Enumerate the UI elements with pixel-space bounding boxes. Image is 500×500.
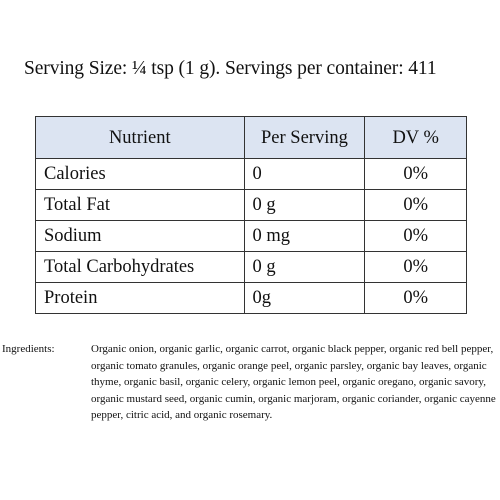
table-header-row: Nutrient Per Serving DV % [35, 116, 467, 159]
table-row: Sodium 0 mg 0% [35, 220, 467, 252]
per-serving-value: 0 mg [243, 220, 366, 252]
nutrition-table: Nutrient Per Serving DV % Calories 0 0% … [35, 116, 467, 314]
nutrient-name: Sodium [35, 220, 245, 252]
header-nutrient: Nutrient [35, 116, 245, 159]
table-row: Calories 0 0% [35, 158, 467, 190]
dv-value: 0% [364, 251, 467, 283]
table-row: Total Fat 0 g 0% [35, 189, 467, 221]
dv-value: 0% [364, 189, 467, 221]
dv-value: 0% [364, 220, 467, 252]
ingredients-text: Organic onion, organic garlic, organic c… [91, 343, 496, 421]
per-serving-value: 0g [243, 282, 366, 314]
per-serving-value: 0 g [243, 189, 366, 221]
table-row: Total Carbohydrates 0 g 0% [35, 251, 467, 283]
nutrient-name: Protein [35, 282, 245, 314]
serving-size-line: Serving Size: ¼ tsp (1 g). Servings per … [24, 58, 437, 79]
nutrient-name: Total Carbohydrates [35, 251, 245, 283]
ingredients-label: Ingredients: [2, 343, 55, 355]
header-per-serving: Per Serving [243, 116, 366, 159]
per-serving-value: 0 g [243, 251, 366, 283]
dv-value: 0% [364, 158, 467, 190]
nutrient-name: Total Fat [35, 189, 245, 221]
header-dv-percent: DV % [364, 116, 467, 159]
table-row: Protein 0g 0% [35, 282, 467, 314]
dv-value: 0% [364, 282, 467, 314]
nutrient-name: Calories [35, 158, 245, 190]
per-serving-value: 0 [243, 158, 366, 190]
